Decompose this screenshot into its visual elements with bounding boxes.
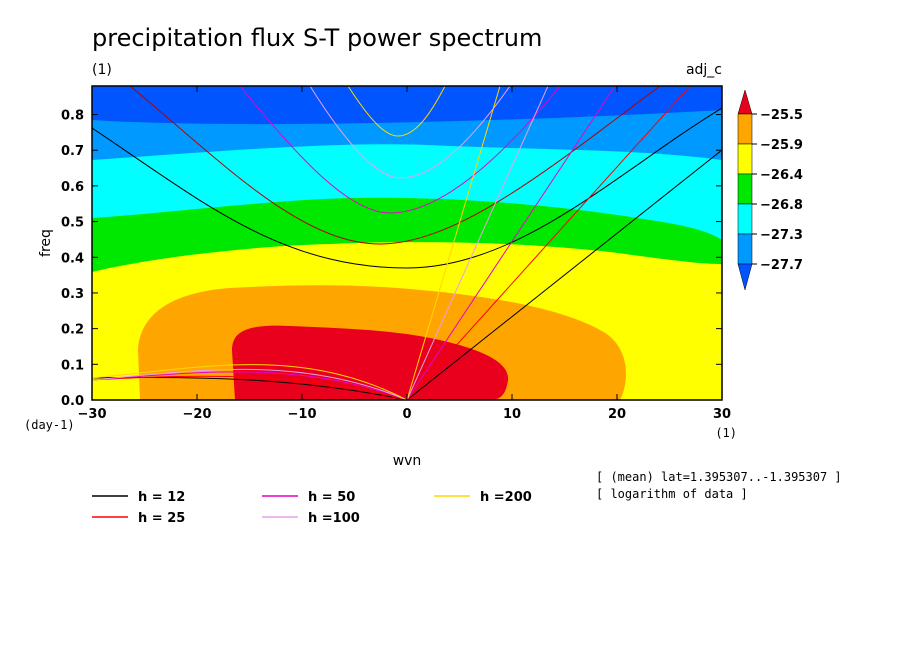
- y-axis-ticks: 0.0 0.1 0.2 0.3 0.4 0.5 0.6 0.7 0.8: [61, 109, 722, 409]
- chart-title: precipitation flux S-T power spectrum: [92, 24, 542, 52]
- colorbar-segment: [737, 233, 753, 265]
- legend-label: h =100: [308, 511, 360, 526]
- curve-h100-igw: [309, 86, 511, 179]
- x-tick-label: 10: [503, 407, 521, 422]
- colorbar-segment: [737, 173, 753, 205]
- legend-label: h =200: [480, 490, 532, 505]
- y-unit-label: (day-1): [24, 418, 75, 432]
- x-tick-label: −10: [288, 407, 317, 422]
- y-tick-label: 0.3: [61, 287, 84, 302]
- curve-h25-igw: [129, 86, 661, 245]
- dataset-label: adj_c: [686, 62, 722, 78]
- y-tick-label: 0.5: [61, 216, 84, 231]
- dispersion-curves: [92, 86, 722, 400]
- curve-h12-rossby: [92, 376, 408, 400]
- curve-h100-rossby: [92, 368, 408, 400]
- colorbar-segment: [737, 203, 753, 235]
- x-tick-label: 30: [713, 407, 731, 422]
- curve-h50-igw: [239, 86, 561, 214]
- colorbar-label: −25.5: [760, 108, 803, 123]
- note-logarithm: [ logarithm of data ]: [596, 487, 748, 501]
- x-tick-label: −30: [78, 407, 107, 422]
- curve-h12-kelvin: [406, 149, 722, 400]
- y-tick-label: 0.6: [61, 180, 84, 195]
- curve-h100-kelvin: [406, 86, 549, 400]
- y-tick-label: 0.0: [61, 394, 84, 409]
- colorbar-segment: [737, 143, 753, 175]
- colorbar-label: −25.9: [760, 138, 803, 153]
- curve-h200-kelvin: [406, 86, 501, 400]
- y-tick-label: 0.4: [61, 251, 84, 266]
- curve-h12-igw: [92, 107, 722, 269]
- x-tick-label: 20: [608, 407, 626, 422]
- legend-label: h = 50: [308, 490, 355, 505]
- y-tick-label: 0.7: [61, 144, 84, 159]
- colorbar-label: −27.3: [760, 228, 803, 243]
- legend: h = 12 h = 25 h = 50 h =100 h =200: [92, 490, 532, 526]
- note-mean-lat: [ (mean) lat=1.395307..-1.395307 ]: [596, 470, 842, 484]
- colorbar-label: −27.7: [760, 258, 803, 273]
- curve-h200-rossby: [92, 364, 408, 400]
- x-unit-label: (1): [715, 426, 737, 440]
- x-tick-label: −20: [183, 407, 212, 422]
- curve-h200-igw: [347, 86, 446, 137]
- legend-label: h = 25: [138, 511, 185, 526]
- y-axis-label: freq: [38, 229, 54, 257]
- y-tick-label: 0.2: [61, 323, 84, 338]
- x-tick-label: 0: [402, 407, 411, 422]
- colorbar-segment: [737, 113, 753, 145]
- plot-area: [92, 86, 722, 400]
- chart-subtitle: (1): [92, 62, 112, 78]
- x-axis-label: wvn: [393, 453, 422, 469]
- curve-h50-rossby: [92, 371, 408, 400]
- curve-h25-kelvin: [406, 86, 691, 400]
- colorbar-label: −26.8: [760, 198, 803, 213]
- colorbar-top-arrow: [737, 89, 753, 115]
- colorbar-label: −26.4: [760, 168, 803, 183]
- x-axis-ticks: −30 −20 −10 0 10 20 30: [78, 86, 731, 422]
- colorbar-bottom-arrow: [737, 263, 753, 291]
- y-tick-label: 0.8: [61, 109, 84, 124]
- colorbar: −25.5 −25.9 −26.4 −26.8 −27.3 −27.7: [737, 89, 803, 291]
- curve-h25-rossby: [92, 375, 408, 400]
- legend-label: h = 12: [138, 490, 185, 505]
- y-tick-label: 0.1: [61, 358, 84, 373]
- curve-h50-kelvin: [406, 86, 616, 400]
